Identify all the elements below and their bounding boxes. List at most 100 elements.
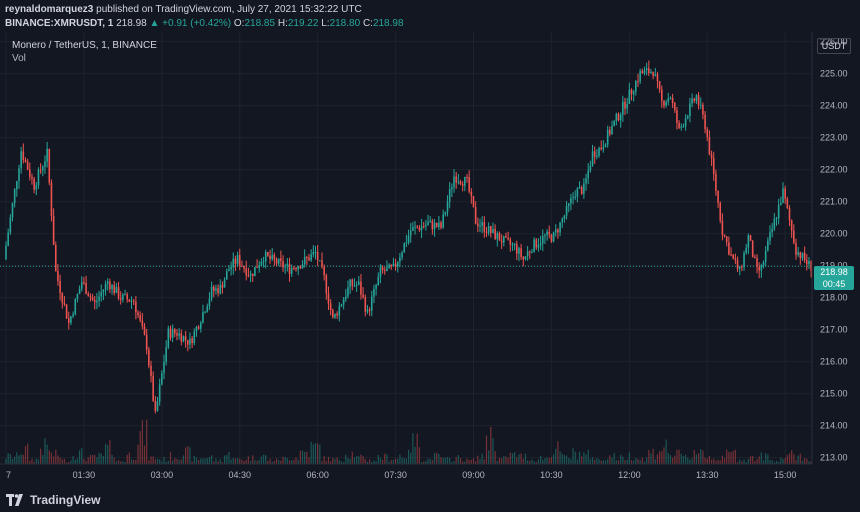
candle-body [156,401,159,411]
grid-lines [0,32,812,464]
candle-body [645,68,648,71]
volume-bar [323,456,325,464]
volume-bar [91,455,94,464]
candle-body [455,176,457,183]
candle-body [611,126,613,135]
time-tick-label: 10:30 [540,470,563,480]
volume-bar [773,462,775,464]
candle-body [377,276,380,286]
volume-bar [477,455,479,464]
volume-legend[interactable]: Vol [12,53,26,64]
volume-bar [741,461,743,464]
volume-bar [349,458,351,464]
price-tick-label: 222.00 [820,165,848,175]
candle-body [591,151,594,166]
candle-body [466,177,468,179]
candle-body [626,103,628,109]
volume-bar [427,458,429,464]
currency-unit-button[interactable]: USDT [817,38,851,54]
candle-body [91,297,94,300]
volume-bar [429,458,431,464]
volume-bar [377,454,379,464]
time-axis[interactable]: 7 01:30 03:00 04:30 06:00 07:30 09:00 10:30 12:0… [6,470,796,480]
candle-body [65,304,68,319]
volume-bar [195,457,198,464]
volume-bar [133,460,135,464]
candle-body [548,231,551,235]
candle-body [148,349,150,366]
price-tick-label: 215.00 [820,389,848,399]
publisher-header: reynaldomarquez3 published on TradingVie… [0,0,860,32]
candle-body [699,104,702,106]
candle-body [401,252,403,258]
volume-bar [122,461,124,464]
candle-body [580,187,583,194]
volume-bar [360,454,362,464]
volume-bar [165,461,167,464]
candle-body [689,103,691,117]
candle-body [446,201,449,212]
volume-bar [646,457,648,464]
candle-body [780,203,782,206]
candle-body [702,104,704,115]
candle-body [93,299,96,303]
candle-body [756,257,758,267]
candle-body [695,95,698,101]
volume-bar [141,420,143,464]
time-tick-label: 07:30 [384,470,407,480]
low-value: 218.80 [329,18,361,29]
candle-body [225,271,228,280]
candle-body [472,196,475,208]
candle-body [178,333,180,336]
volume-bar [602,460,604,464]
candle-body [544,235,546,237]
tradingview-brand: TradingView [30,493,101,507]
candle-body [223,279,226,288]
chart-legend-title[interactable]: Monero / TetherUS, 1, BINANCE [12,40,157,51]
price-tick-label: 213.00 [820,453,848,463]
candle-body [206,306,209,312]
candle-body [124,294,126,296]
candle-body [264,252,267,262]
candle-body [416,226,419,228]
volume-bar [288,460,291,464]
price-axis[interactable]: 226.00 225.00 224.00 223.00 222.00 221.00 220.… [820,37,848,463]
volume-bar [343,462,345,464]
time-tick-label: 01:30 [73,470,96,480]
volume-bar [33,461,35,464]
candle-body [297,266,299,270]
volume-bar [717,459,719,464]
candle-body [260,261,263,266]
price-chart[interactable]: 226.00 225.00 224.00 223.00 222.00 221.00 220.… [0,32,860,486]
volume-bar [150,456,152,464]
volume-bar [628,452,630,464]
candle-body [425,225,427,227]
candle-body [721,220,724,235]
volume-bar [5,458,7,464]
candle-body [524,256,527,260]
volume-bar [767,454,769,464]
volume-bar [520,453,522,464]
candle-body [622,101,624,115]
volume-bar [654,459,656,464]
volume-bar [66,462,68,464]
volume-bar [728,451,730,464]
volume-bar [420,462,423,464]
volume-bar [117,460,120,464]
volume-bar [249,460,252,464]
candle-body [394,263,397,267]
publisher-name[interactable]: reynaldomarquez3 [5,4,94,15]
publisher-line: reynaldomarquez3 published on TradingVie… [5,4,362,15]
candle-body [44,161,46,167]
candle-body [349,279,351,288]
tradingview-logo[interactable]: TradingView [6,492,100,508]
candle-body [801,252,804,259]
candle-body [236,255,239,264]
volume-bar [762,460,765,464]
volume-bar [299,450,301,464]
candle-body [76,294,79,300]
candle-body [37,169,40,186]
chart-area[interactable]: 226.00 225.00 224.00 223.00 222.00 221.00 220.… [0,32,860,486]
candle-body [479,225,481,227]
candle-body [381,267,384,271]
